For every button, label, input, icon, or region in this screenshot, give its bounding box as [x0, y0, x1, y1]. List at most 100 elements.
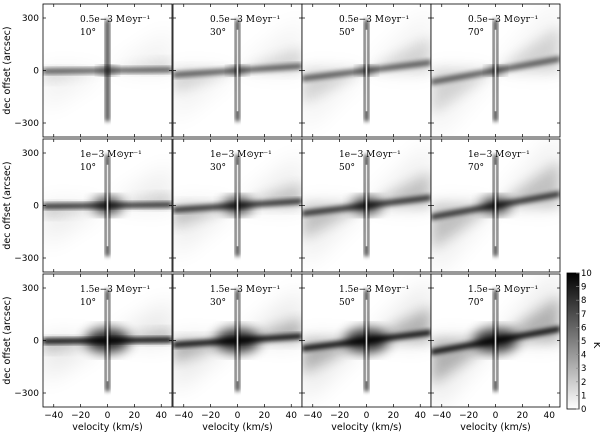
panel-r3-c3: 1.5e−3 M⊙yr⁻¹ 50° −40 −20 0 20 40 velocity (km/… — [301, 273, 432, 433]
emission-map — [173, 153, 302, 258]
spike-gap — [365, 164, 368, 247]
inclination-label: 10° — [80, 163, 96, 173]
emission-map — [431, 274, 560, 407]
x-tick-label: 20 — [388, 411, 400, 421]
inclination-label: 70° — [468, 163, 484, 173]
spike-gap — [494, 29, 497, 112]
mass-loss-rate-label: 1.5e−3 M⊙yr⁻¹ — [339, 285, 409, 295]
y-axis-label: dec offset (arcsec) — [2, 296, 13, 384]
blueshifted-tongue — [431, 202, 496, 221]
x-tick-label: 40 — [286, 411, 298, 421]
x-axis-label: velocity (km/s) — [460, 422, 530, 433]
emission-map — [431, 4, 560, 137]
x-tick-label: −20 — [459, 411, 478, 421]
inclination-label: 30° — [210, 28, 226, 38]
spike-gap — [236, 29, 239, 112]
y-tick-label: 0 — [33, 337, 39, 347]
colorbar-tick-label: 2 — [581, 378, 586, 388]
colorbar: 0 1 2 3 4 5 6 7 8 9 10 K — [566, 269, 600, 415]
x-tick-label: 20 — [259, 411, 271, 421]
emission-map — [431, 139, 560, 272]
redshifted-tongue — [107, 201, 172, 209]
x-tick-label: 40 — [544, 411, 556, 421]
panel-r3-c4: 1.5e−3 M⊙yr⁻¹ 70° −40 −20 0 20 40 velocity (km/… — [430, 273, 561, 433]
emission-map — [43, 289, 172, 392]
redshifted-tongue — [366, 194, 431, 209]
x-axis-label: velocity (km/s) — [72, 422, 142, 433]
redshifted-tongue — [366, 59, 431, 74]
colorbar-tick-label: 7 — [581, 310, 586, 320]
colorbar-tick-label: 4 — [581, 351, 586, 361]
x-tick-label: 0 — [105, 411, 111, 421]
colorbar-tick-label: 3 — [581, 364, 586, 374]
panel-r2-c3: 1e−3 M⊙yr⁻¹ 50° — [301, 138, 432, 273]
blueshifted-tongue — [431, 337, 496, 356]
x-tick-label: 0 — [235, 411, 241, 421]
mass-loss-rate-label: 1e−3 M⊙yr⁻¹ — [339, 150, 401, 160]
colorbar-tick-label: 10 — [581, 269, 592, 279]
y-axis-label: dec offset (arcsec) — [2, 161, 13, 249]
x-tick-label: 0 — [364, 411, 370, 421]
blueshifted-tongue — [302, 67, 367, 82]
blueshifted-tongue — [173, 337, 238, 348]
redshifted-tongue — [495, 190, 560, 209]
panel-r2-c2: 1e−3 M⊙yr⁻¹ 30° — [172, 138, 303, 273]
panel-r3-c2: 1.5e−3 M⊙yr⁻¹ 30° −40 −20 0 20 40 velocity (km/… — [172, 273, 303, 433]
x-axis-label: velocity (km/s) — [202, 422, 272, 433]
spike-gap — [494, 299, 497, 382]
spike-gap — [236, 299, 239, 382]
mass-loss-rate-label: 0.5e−3 M⊙yr⁻¹ — [210, 15, 280, 25]
mass-loss-rate-label: 1.5e−3 M⊙yr⁻¹ — [468, 285, 538, 295]
systemic-spike — [105, 19, 110, 122]
redshifted-tongue — [495, 325, 560, 344]
emission-map — [302, 277, 431, 404]
spike-gap — [365, 29, 368, 112]
blueshifted-tongue — [431, 67, 496, 86]
emission-map — [302, 7, 431, 134]
inclination-label: 50° — [339, 28, 355, 38]
colorbar-tick-label: 9 — [581, 283, 586, 293]
blueshifted-tongue — [43, 67, 108, 75]
mass-loss-rate-label: 0.5e−3 M⊙yr⁻¹ — [80, 15, 150, 25]
y-tick-label: 300 — [22, 284, 39, 294]
mass-loss-rate-label: 0.5e−3 M⊙yr⁻¹ — [468, 15, 538, 25]
colorbar-tick-label: 1 — [581, 391, 586, 401]
spike-gap — [494, 164, 497, 247]
redshifted-tongue — [237, 333, 302, 344]
mass-loss-rate-label: 1e−3 M⊙yr⁻¹ — [210, 150, 272, 160]
x-tick-label: 40 — [415, 411, 427, 421]
colorbar-ticks: 0 1 2 3 4 5 6 7 8 9 10 — [576, 269, 592, 415]
colorbar-label: K — [591, 342, 600, 349]
x-tick-label: −20 — [71, 411, 90, 421]
colorbar-tick-label: 0 — [581, 405, 586, 415]
x-tick-label: −40 — [174, 411, 193, 421]
mass-loss-rate-label: 1.5e−3 M⊙yr⁻¹ — [210, 285, 280, 295]
emission-map — [302, 142, 431, 269]
panel-r1-c3: 0.5e−3 M⊙yr⁻¹ 50° — [301, 3, 432, 138]
blueshifted-tongue — [173, 67, 238, 78]
panel-r1-c2: 0.5e−3 M⊙yr⁻¹ 30° — [172, 3, 303, 138]
inclination-label: 70° — [468, 298, 484, 308]
redshifted-tongue — [495, 55, 560, 74]
redshifted-tongue — [366, 329, 431, 344]
inclination-label: 10° — [80, 298, 96, 308]
mass-loss-rate-label: 0.5e−3 M⊙yr⁻¹ — [339, 15, 409, 25]
mass-loss-rate-label: 1.5e−3 M⊙yr⁻¹ — [80, 285, 150, 295]
colorbar-tick-label: 5 — [581, 337, 586, 347]
redshifted-tongue — [107, 336, 172, 344]
inclination-label: 30° — [210, 298, 226, 308]
y-tick-label: −300 — [14, 254, 39, 264]
y-tick-label: 300 — [22, 14, 39, 24]
inclination-label: 10° — [80, 28, 96, 38]
y-axis-label: dec offset (arcsec) — [2, 26, 13, 114]
emission-map — [173, 18, 302, 123]
y-tick-label: 0 — [33, 67, 39, 77]
redshifted-tongue — [237, 198, 302, 209]
blueshifted-tongue — [43, 202, 108, 210]
colorbar-tick-label: 6 — [581, 323, 586, 333]
x-tick-label: −40 — [44, 411, 63, 421]
spike-gap — [106, 164, 109, 247]
